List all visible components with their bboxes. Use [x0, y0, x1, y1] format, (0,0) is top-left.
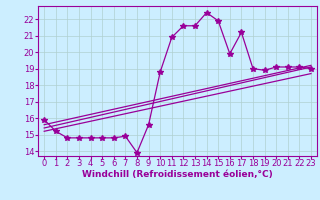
X-axis label: Windchill (Refroidissement éolien,°C): Windchill (Refroidissement éolien,°C)	[82, 170, 273, 179]
